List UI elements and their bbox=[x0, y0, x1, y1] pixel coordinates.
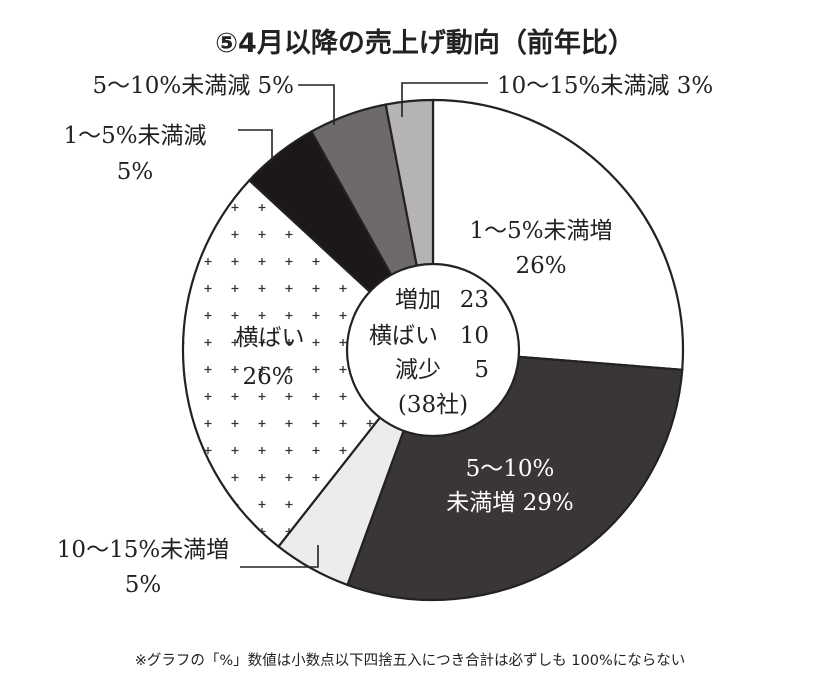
center-label-flat: 横ばい bbox=[369, 323, 438, 349]
center-value-increase: 23 bbox=[460, 287, 489, 313]
chart-title: ⑤4月以降の売上げ動向（前年比） bbox=[215, 27, 635, 59]
slice-label-inc-5-10: 5～10% bbox=[466, 456, 555, 482]
leader-line-inc-10-15 bbox=[240, 545, 319, 568]
slice-label-inc-10-15: 10～15%未満増 bbox=[57, 537, 229, 563]
slice-label-dec-5-10: 5～10%未満減 5% bbox=[92, 73, 294, 99]
leader-line-dec-5-10 bbox=[298, 84, 335, 125]
slice-label-flat: 横ばい bbox=[236, 325, 305, 351]
slice-value-dec-1-5: 5% bbox=[117, 159, 154, 185]
footnote: ※グラフの「%」数値は小数点以下四捨五入につき合計は必ずしも 100%にならない bbox=[135, 651, 686, 669]
slice-value-inc-5-10: 未満増 29% bbox=[446, 490, 573, 516]
center-value-decrease: 5 bbox=[474, 357, 489, 383]
center-value-flat: 10 bbox=[460, 323, 489, 349]
slice-value-inc-1-5: 26% bbox=[515, 253, 566, 279]
slice-label-dec-10-15: 10～15%未満減 3% bbox=[497, 73, 713, 99]
slice-value-flat: 26% bbox=[242, 364, 293, 390]
center-total: (38社) bbox=[398, 392, 468, 418]
slice-label-dec-1-5: 1～5%未満減 bbox=[63, 123, 206, 149]
center-label-decrease: 減少 bbox=[395, 357, 441, 383]
pie-slice-3 bbox=[181, 178, 435, 549]
center-label-increase: 増加 bbox=[395, 287, 441, 313]
leader-line-dec-10-15 bbox=[401, 82, 488, 117]
leader-line-dec-1-5 bbox=[238, 129, 273, 163]
slice-label-inc-1-5: 1～5%未満増 bbox=[469, 218, 612, 244]
center-hole bbox=[345, 262, 521, 438]
slice-value-inc-10-15: 5% bbox=[125, 572, 162, 598]
